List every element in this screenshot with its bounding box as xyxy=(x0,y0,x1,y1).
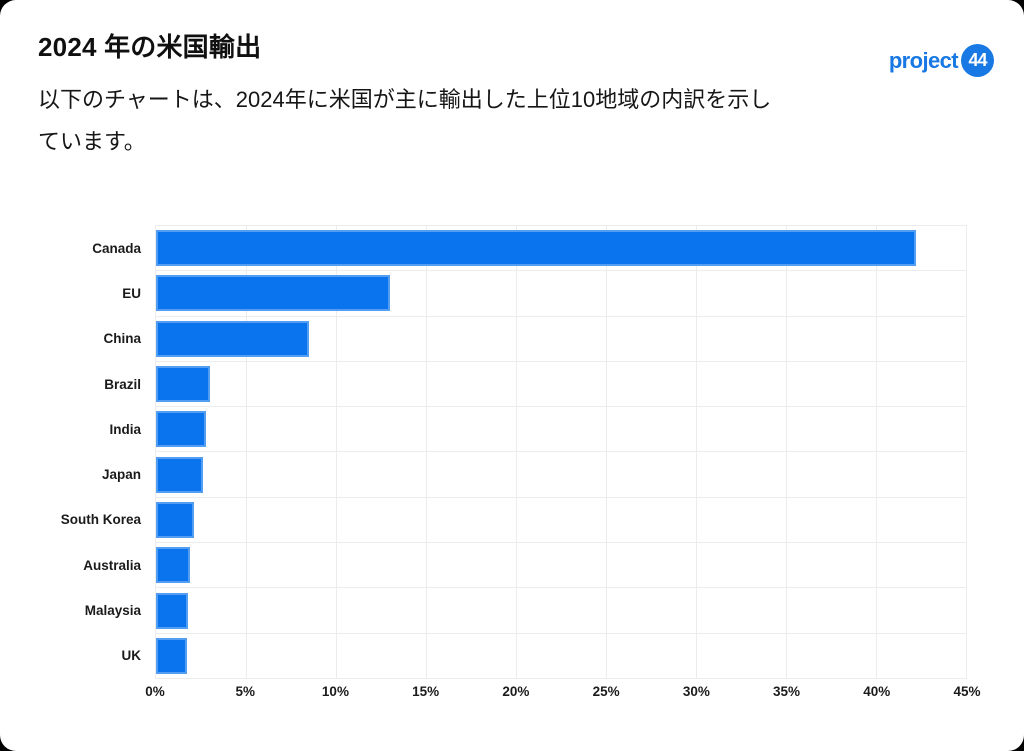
chart-row: Japan xyxy=(102,451,966,496)
chart-row: South Korea xyxy=(61,496,966,542)
bar-south-korea[interactable] xyxy=(156,501,194,538)
plot-area: Canada EU China Brazil India Japan South Korea… xyxy=(61,225,967,679)
bar-japan[interactable] xyxy=(156,456,203,493)
bar-brazil[interactable] xyxy=(156,366,210,403)
category-label: Canada xyxy=(92,240,141,256)
category-label: India xyxy=(109,421,141,437)
x-tick-label: 35% xyxy=(773,684,801,699)
category-label: South Korea xyxy=(60,512,141,528)
bar-china[interactable] xyxy=(156,320,309,357)
x-tick-label: 45% xyxy=(953,684,981,699)
x-tick-label: 0% xyxy=(145,684,165,699)
chart-row: Brazil xyxy=(104,360,966,406)
x-tick-label: 5% xyxy=(235,684,255,699)
bar-australia[interactable] xyxy=(156,547,191,584)
x-tick-label: 25% xyxy=(592,684,620,699)
chart-row: Australia xyxy=(83,542,966,587)
category-label: Japan xyxy=(101,467,141,483)
bar-canada[interactable] xyxy=(156,230,916,267)
project44-logo-badge: 44 xyxy=(961,44,994,77)
x-tick-label: 10% xyxy=(321,684,349,699)
project44-logo: project 44 xyxy=(889,44,994,77)
chart-row: India xyxy=(109,406,966,451)
x-tick-label: 40% xyxy=(863,684,891,699)
bar-uk[interactable] xyxy=(156,637,187,674)
chart-row: Malaysia xyxy=(85,587,966,632)
chart-row: EU xyxy=(122,270,966,315)
project44-logo-text: project xyxy=(888,47,959,73)
chart-row: China xyxy=(103,315,966,361)
chart-row: Canada xyxy=(92,226,966,270)
category-label: Brazil xyxy=(104,376,141,392)
x-tick-label: 20% xyxy=(502,684,530,699)
category-label: Malaysia xyxy=(84,603,141,619)
page-subtitle: 以下のチャートは、2024年に米国が主に輸出した上位10地域の内訳を示しています… xyxy=(38,87,772,154)
category-label: UK xyxy=(121,648,142,664)
x-axis: 0% 5% 10% 15% 20% 25% 30% 35% 40% 45% xyxy=(145,684,980,702)
category-label: China xyxy=(103,331,141,347)
x-tick-label: 15% xyxy=(412,684,440,699)
chart-row: UK xyxy=(122,632,966,678)
category-label: Australia xyxy=(83,557,141,573)
category-label: EU xyxy=(122,285,141,301)
bar-malaysia[interactable] xyxy=(156,592,189,629)
bar-india[interactable] xyxy=(156,411,207,448)
x-tick-label: 30% xyxy=(682,684,710,699)
bar-eu[interactable] xyxy=(156,275,390,312)
page-title: 2024 年の米国輸出 xyxy=(38,32,262,62)
